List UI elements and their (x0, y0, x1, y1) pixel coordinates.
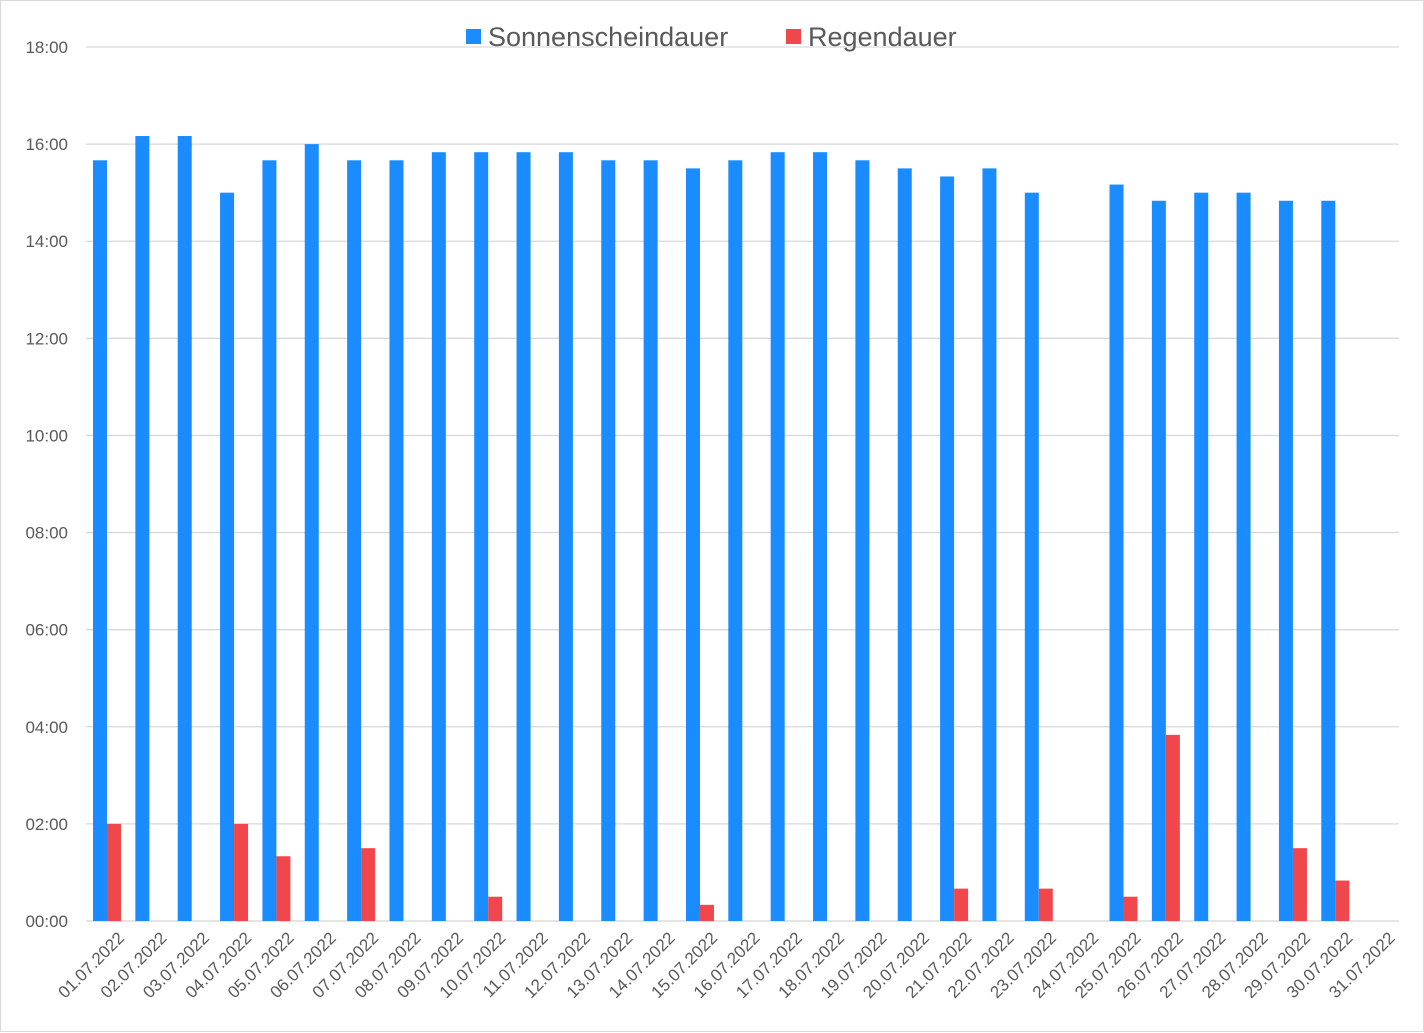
sunshine-bar (177, 136, 192, 921)
legend-swatch (786, 29, 801, 44)
y-tick-label: 00:00 (25, 912, 68, 931)
sunshine-bar (1194, 192, 1209, 921)
y-tick-label: 16:00 (25, 135, 68, 154)
rain-bar (361, 848, 376, 921)
sunshine-bar (93, 160, 107, 922)
sunshine-bar (389, 160, 404, 922)
rain-bar (488, 896, 503, 921)
sunshine-bar (728, 160, 743, 922)
sunshine-bar (135, 136, 150, 921)
y-tick-label: 18:00 (25, 38, 68, 57)
x-axis-ticks: 01.07.202202.07.202203.07.202204.07.2022… (55, 928, 1399, 1002)
sunshine-bar (1236, 192, 1251, 921)
sunshine-bar (982, 168, 997, 921)
legend-swatch (466, 29, 481, 44)
sunshine-bar (474, 152, 489, 921)
sunshine-bar (770, 152, 785, 921)
sunshine-bar (601, 160, 616, 922)
y-tick-label: 14:00 (25, 232, 68, 251)
rain-bar (276, 856, 291, 921)
sunshine-bar (1151, 200, 1166, 921)
sunshine-bar (304, 144, 319, 922)
rain-bar (1038, 888, 1053, 921)
y-tick-label: 02:00 (25, 815, 68, 834)
rain-bar (107, 823, 121, 921)
sunshine-bar (1109, 184, 1124, 921)
sunshine-bar (940, 176, 955, 922)
sunshine-bar (685, 168, 700, 921)
legend-label: Regendauer (808, 22, 957, 52)
sunshine-bar (1024, 192, 1039, 921)
sunshine-bar (516, 152, 531, 921)
y-axis-ticks: 00:00 02:00 04:00 06:00 08:00 10:00 12:00 14:00… (25, 38, 68, 931)
sunshine-bar (347, 160, 362, 922)
legend: Sonnenscheindauer Regendauer (466, 22, 957, 52)
rain-bar (1292, 848, 1307, 921)
y-tick-label: 06:00 (25, 621, 68, 640)
rain-bar (954, 888, 969, 921)
sunshine-bar (431, 152, 446, 921)
rain-bar (1123, 896, 1138, 921)
sunshine-bar (558, 152, 573, 921)
bars (93, 136, 1350, 922)
y-tick-label: 08:00 (25, 524, 68, 543)
y-tick-label: 04:00 (25, 718, 68, 737)
sunshine-bar (897, 168, 912, 921)
y-tick-label: 10:00 (25, 426, 68, 445)
rain-bar (1335, 880, 1350, 921)
rain-bar (1165, 734, 1180, 921)
legend-label: Sonnenscheindauer (488, 22, 728, 52)
sunshine-bar (1321, 200, 1336, 921)
sunshine-bar (1278, 200, 1293, 921)
sunshine-bar (855, 160, 870, 922)
rain-bar (234, 823, 249, 921)
rain-bar (699, 904, 714, 921)
sunshine-bar (813, 152, 828, 921)
sunshine-bar (262, 160, 277, 922)
y-tick-label: 12:00 (25, 329, 68, 348)
sunshine-bar (220, 192, 235, 921)
sunshine-bar (643, 160, 658, 922)
